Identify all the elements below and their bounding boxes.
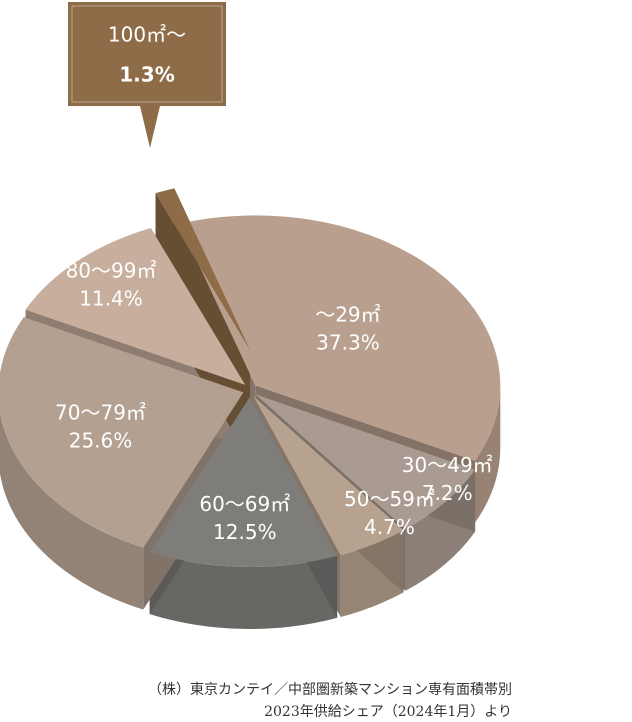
slice-label: 60〜69㎡ [199, 492, 290, 516]
slice-value: 7.2% [422, 481, 473, 505]
slice-side [474, 385, 501, 523]
slice-label: 〜29㎡ [315, 302, 380, 326]
slice [155, 188, 250, 350]
slice-label: 80〜99㎡ [66, 258, 157, 282]
callout-label: 100㎡〜 [108, 23, 186, 47]
slice-side [149, 552, 338, 629]
slice [255, 394, 476, 529]
source-line: 2023年供給シェア（2024年1月）より [264, 704, 512, 720]
slice-label: 70〜79㎡ [55, 401, 146, 425]
callout [68, 2, 226, 148]
callout-value: 1.3% [119, 63, 174, 87]
slice [253, 396, 404, 555]
slice [0, 317, 244, 548]
slice-value: 37.3% [316, 330, 380, 354]
slice [149, 396, 338, 567]
source-line: （株）東京カンテイ／中部圏新築マンション専有面積帯別 [148, 682, 512, 698]
slice [179, 215, 501, 461]
slice-value: 11.4% [79, 286, 143, 310]
slice-label: 30〜49㎡ [402, 453, 493, 477]
callout-inner [71, 5, 223, 103]
slice-label: 50〜59㎡ [344, 487, 435, 511]
slice-value: 12.5% [213, 520, 277, 544]
slice-value: 4.7% [364, 515, 415, 539]
slice [25, 228, 246, 385]
slice-side [0, 411, 144, 610]
slice-value: 25.6% [69, 429, 133, 453]
